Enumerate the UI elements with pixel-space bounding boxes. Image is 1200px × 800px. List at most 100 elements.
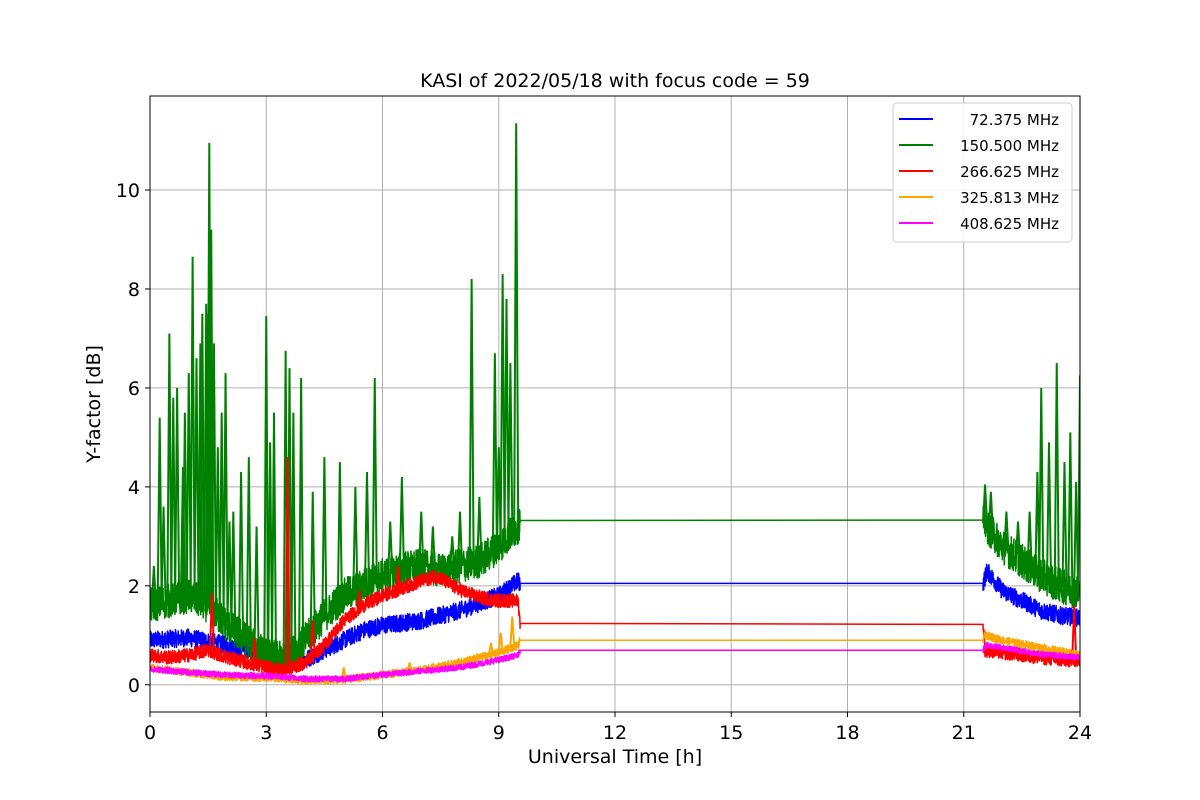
series-spike <box>309 620 316 656</box>
series-spike <box>364 472 370 584</box>
series-spike <box>987 491 994 532</box>
x-tick-label: 18 <box>835 722 859 744</box>
y-tick-label: 6 <box>128 378 140 400</box>
series-spike <box>214 447 221 616</box>
series-spike <box>181 412 188 597</box>
series-spike <box>267 442 274 657</box>
series-spike <box>395 565 401 590</box>
series-spike <box>298 378 305 645</box>
series-spike <box>150 565 157 605</box>
series-spike <box>398 476 405 569</box>
legend-box <box>892 102 1073 243</box>
series-spike <box>160 506 167 603</box>
series-spike <box>476 496 483 562</box>
y-tick-label: 10 <box>116 180 140 202</box>
series-spike <box>309 491 316 631</box>
legend: 72.375 MHz 150.500 MHz 266.625 MHz 325.813 … <box>892 102 1073 243</box>
y-tick-label: 0 <box>128 675 140 697</box>
series-spike <box>513 123 520 529</box>
series-1 <box>150 123 1080 676</box>
legend-entry-label: 325.813 MHz <box>960 189 1059 207</box>
series-spike <box>491 353 498 550</box>
series-spike <box>1015 521 1021 559</box>
series-line <box>150 563 1080 674</box>
series-spike <box>418 511 425 567</box>
x-tick-label: 9 <box>493 722 505 744</box>
x-tick-label: 21 <box>952 722 976 744</box>
series-spike <box>982 484 989 524</box>
series-spike <box>352 486 359 590</box>
series-4 <box>150 641 1080 683</box>
series-line <box>150 570 1080 678</box>
series-spike <box>1071 605 1078 661</box>
series-spike <box>271 412 277 658</box>
series-spike <box>1046 442 1052 580</box>
legend-entry-label: 150.500 MHz <box>960 137 1059 155</box>
series-spike <box>356 590 363 609</box>
series-line <box>150 641 1080 683</box>
x-tick-label: 12 <box>603 722 627 744</box>
series-spike <box>503 298 510 539</box>
series-spike <box>429 526 436 570</box>
series-spike <box>199 313 206 603</box>
y-tick-label: 4 <box>128 477 140 499</box>
series-spike <box>189 256 196 598</box>
series-spike <box>170 397 177 600</box>
x-tick-label: 3 <box>260 722 272 744</box>
series-spike <box>218 412 225 620</box>
series-spike <box>1067 432 1074 590</box>
x-tick-label: 15 <box>719 722 743 744</box>
series-0 <box>150 563 1080 674</box>
series-spike <box>222 373 229 624</box>
series-spike <box>166 333 173 601</box>
series-spike <box>263 316 270 656</box>
legend-entry-label: 72.375 MHz <box>970 111 1059 129</box>
chart-title: KASI of 2022/05/18 with focus code = 59 <box>420 70 810 92</box>
series-spike <box>251 637 258 665</box>
series-spike <box>156 417 163 604</box>
series-spike <box>336 462 343 600</box>
series-spike <box>488 642 494 655</box>
legend-entry-label: 266.625 MHz <box>960 163 1059 181</box>
series-spike <box>1003 511 1010 550</box>
series-spike <box>253 526 260 648</box>
series-spike <box>507 363 514 535</box>
series-spike <box>284 457 291 670</box>
x-axis-label: Universal Time [h] <box>528 746 702 768</box>
series-spike <box>468 279 475 564</box>
series-spike <box>1061 462 1068 588</box>
series-spike <box>1077 375 1080 594</box>
series-spike <box>290 412 297 653</box>
series-spike <box>1026 511 1033 568</box>
series-spike <box>321 457 328 616</box>
series-spike <box>457 511 463 567</box>
series-spike <box>387 521 394 574</box>
series-2 <box>150 457 1080 678</box>
series-spike <box>449 536 456 569</box>
series-spike <box>174 387 181 599</box>
series-spike <box>509 616 516 648</box>
x-tick-label: 0 <box>144 722 156 744</box>
y-tick-label: 8 <box>128 279 140 301</box>
y-axis-label: Y-factor [dB] <box>83 345 105 464</box>
legend-entry-label: 408.625 MHz <box>960 215 1059 233</box>
series-spike <box>1053 363 1060 584</box>
series-spike <box>209 593 215 652</box>
series-spike <box>230 511 237 630</box>
y-tick-label: 2 <box>128 576 140 598</box>
series-spike <box>371 378 378 580</box>
series-spike <box>499 274 506 543</box>
series-spike <box>210 343 217 612</box>
series-spike <box>245 457 252 642</box>
plot-series <box>150 123 1080 686</box>
series-spike <box>226 521 233 627</box>
x-tick-label: 24 <box>1068 722 1092 744</box>
series-spike <box>193 358 200 600</box>
series-spike <box>1038 387 1045 576</box>
x-tick-label: 6 <box>376 722 388 744</box>
series-spike <box>497 632 504 652</box>
series-spike <box>238 472 245 636</box>
series-spike <box>406 662 413 672</box>
